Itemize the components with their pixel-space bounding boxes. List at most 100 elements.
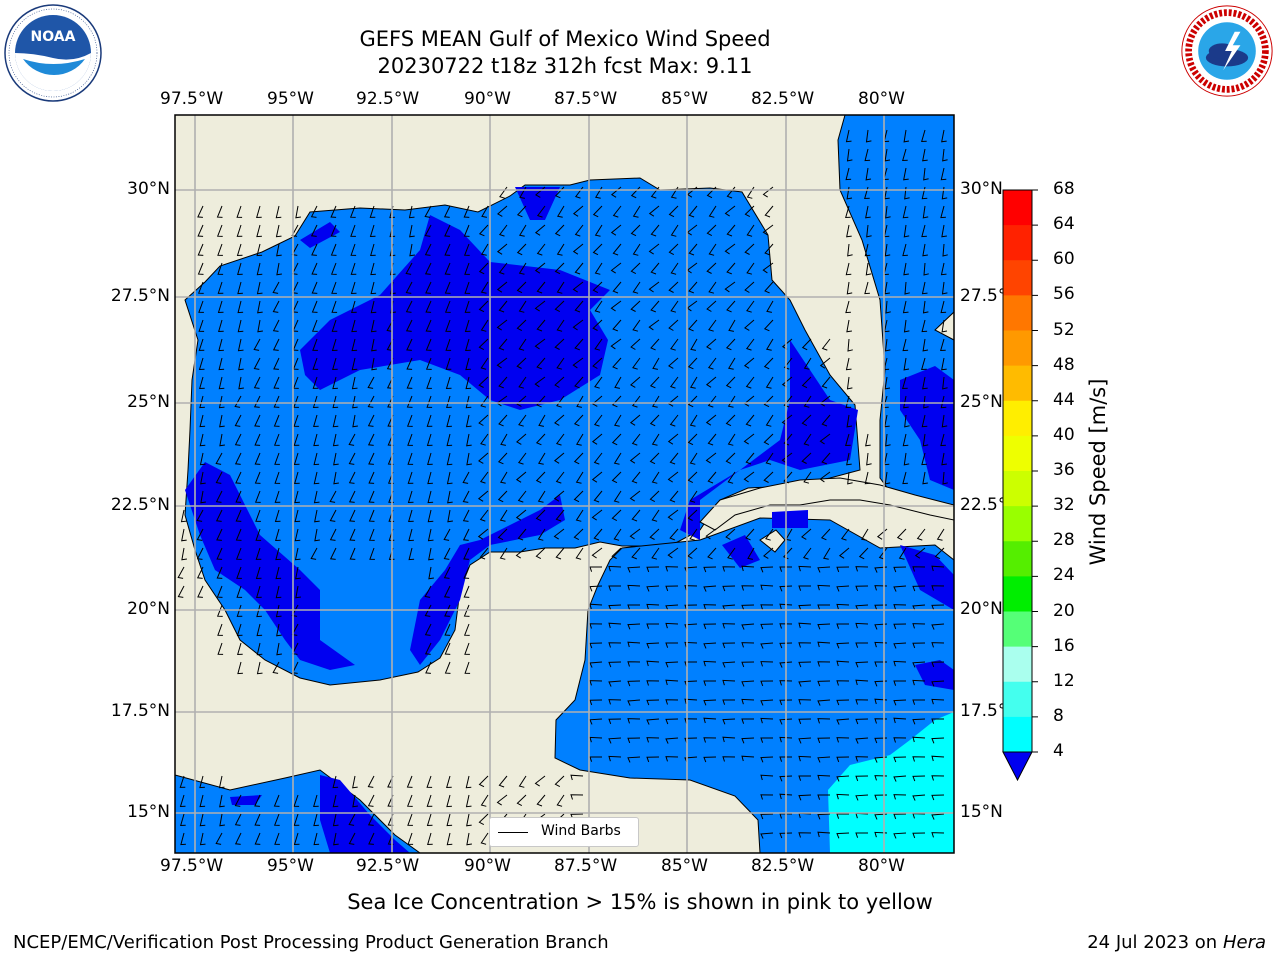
wind-barb: [446, 414, 452, 428]
wind-barb: [463, 547, 470, 560]
wind-barb: [215, 490, 223, 503]
wind-barb: [893, 642, 907, 649]
wind-barb: [274, 471, 281, 484]
wind-barb: [256, 642, 263, 656]
wind-barb: [923, 167, 929, 181]
wind-barb: [817, 680, 831, 687]
wind-barb: [874, 813, 888, 820]
lon-tick-bottom: 80°W: [858, 856, 905, 876]
wind-barb: [536, 794, 546, 807]
wind-barb: [293, 794, 300, 807]
wind-barb: [407, 813, 413, 826]
wind-barb: [779, 793, 793, 800]
wind-barb: [310, 205, 318, 218]
wind-barb: [763, 471, 774, 483]
wind-barb: [570, 774, 584, 781]
wind-barb: [668, 205, 679, 218]
wind-barb: [903, 129, 910, 143]
wind-barb: [197, 585, 204, 598]
wind-barb: [611, 395, 622, 408]
wind-barb: [478, 376, 489, 388]
wind-barb: [896, 528, 907, 541]
wind-barb: [405, 262, 413, 275]
wind-barb: [845, 129, 852, 143]
wind-barb: [744, 205, 755, 218]
wind-barb: [646, 623, 659, 629]
wind-barb: [744, 319, 755, 331]
wind-barb: [217, 262, 224, 275]
wind-barb: [741, 565, 755, 572]
wind-barb: [893, 699, 907, 706]
wind-barb: [821, 414, 831, 427]
wind-barb: [534, 262, 546, 274]
wind-barb: [779, 736, 793, 743]
wind-barb: [425, 319, 432, 332]
wind-barb: [466, 452, 472, 466]
colorbar-tick-label: 12: [1053, 670, 1075, 691]
wind-barb: [613, 490, 622, 503]
wind-barb: [631, 433, 641, 446]
wind-barb: [921, 357, 927, 371]
wind-barb: [912, 679, 926, 686]
wind-barb: [256, 224, 262, 238]
wind-barb: [745, 376, 755, 389]
wind-barb: [367, 794, 375, 807]
wind-barb: [215, 509, 223, 522]
wind-barb: [817, 623, 831, 630]
wind-barb: [864, 471, 871, 485]
wind-barb: [496, 319, 508, 331]
lat-tick-left: 25°N: [127, 392, 170, 412]
wind-barb: [632, 319, 641, 332]
wind-barb: [874, 604, 888, 611]
wind-barb: [311, 300, 318, 313]
wind-barb: [198, 319, 205, 332]
wind-barb: [555, 509, 565, 522]
wind-barb: [760, 813, 774, 820]
wind-barb: [574, 376, 584, 389]
wind-barb: [703, 680, 716, 686]
wind-barb: [238, 357, 244, 371]
wind-barb: [760, 717, 774, 724]
wind-barb: [649, 490, 660, 503]
wind-barb: [331, 300, 338, 313]
wind-barb: [817, 566, 831, 573]
wind-barb: [798, 699, 812, 705]
wind-barb: [370, 262, 376, 276]
wind-barb: [256, 585, 262, 599]
wind-barb: [688, 205, 698, 218]
wind-barb: [556, 357, 565, 370]
wind-barb: [443, 566, 451, 579]
wind-barb: [820, 528, 831, 541]
wind-barb: [612, 319, 622, 332]
wind-barb: [272, 281, 280, 294]
wind-barb: [627, 641, 641, 648]
wind-barb: [646, 756, 660, 763]
footer-date-text: 24 Jul 2023 on: [1087, 932, 1223, 953]
wind-barb: [500, 471, 508, 484]
wind-barb: [407, 490, 414, 504]
wind-barb: [332, 433, 339, 447]
wind-barb: [236, 604, 243, 617]
wind-barb: [518, 300, 527, 313]
wind-barb: [199, 452, 206, 466]
legend-label: Wind Barbs: [541, 823, 621, 839]
wind-barb: [931, 813, 945, 820]
wind-barb: [798, 585, 811, 591]
wind-barb: [446, 775, 452, 789]
wind-barb: [846, 376, 853, 390]
wind-barb: [516, 319, 527, 332]
wind-barb: [779, 718, 793, 725]
wind-barb: [594, 376, 603, 389]
wind-barb: [348, 471, 356, 484]
wind-barb: [254, 471, 261, 484]
wind-barb: [727, 433, 736, 446]
wind-barb: [273, 813, 280, 826]
colorbar-tick-label: 24: [1053, 565, 1075, 586]
wind-barb: [179, 794, 186, 808]
wind-barb: [332, 357, 338, 371]
wind-barb: [612, 357, 622, 370]
wind-barb: [406, 794, 413, 807]
wind-barb: [349, 509, 356, 522]
low-speed-south: [410, 495, 565, 665]
wind-barb: [940, 433, 946, 447]
